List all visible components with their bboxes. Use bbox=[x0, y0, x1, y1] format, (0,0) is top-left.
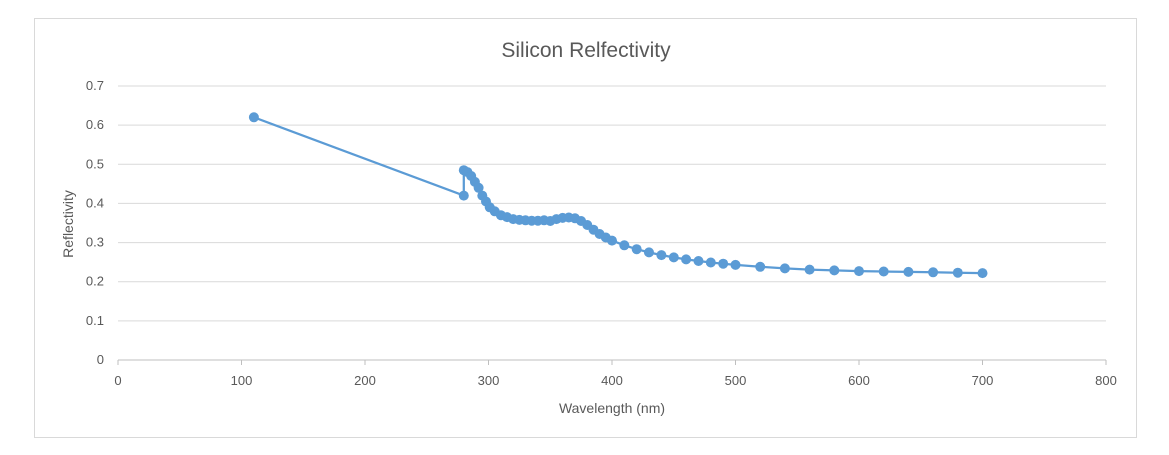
x-tick-label: 800 bbox=[1095, 373, 1117, 388]
data-point bbox=[656, 250, 667, 261]
data-point bbox=[730, 259, 741, 270]
x-axis-title: Wavelength (nm) bbox=[559, 400, 665, 416]
data-point bbox=[718, 258, 729, 269]
x-tick-label: 300 bbox=[478, 373, 500, 388]
data-point bbox=[473, 182, 484, 193]
y-tick-label: 0.5 bbox=[86, 156, 104, 171]
y-tick-label: 0 bbox=[97, 352, 104, 367]
data-point bbox=[631, 244, 642, 255]
x-tick-label: 0 bbox=[114, 373, 121, 388]
series-line bbox=[253, 116, 983, 275]
y-tick-label: 0.1 bbox=[86, 313, 104, 328]
data-point bbox=[607, 235, 617, 246]
data-point bbox=[668, 252, 679, 263]
data-point bbox=[804, 264, 815, 275]
y-axis-title: Reflectivity bbox=[60, 190, 76, 258]
data-point bbox=[952, 267, 963, 278]
data-point bbox=[248, 112, 259, 123]
data-point bbox=[693, 256, 704, 266]
x-tick-label: 700 bbox=[972, 373, 994, 388]
data-point bbox=[755, 261, 766, 272]
data-point bbox=[854, 266, 864, 277]
y-tick-label: 0.6 bbox=[86, 117, 104, 132]
data-point bbox=[928, 267, 939, 278]
tick-labels: 0 0.1 0.2 0.3 0.4 0.5 0.6 0.7 0 100 200 300 400 500 60… bbox=[86, 78, 1117, 388]
chart-title: Silicon Relfectivity bbox=[501, 39, 671, 62]
data-point bbox=[977, 268, 988, 279]
x-tick-label: 400 bbox=[601, 373, 623, 388]
y-tick-label: 0.4 bbox=[86, 195, 104, 210]
data-point bbox=[644, 247, 654, 258]
data-point bbox=[619, 240, 630, 251]
data-point bbox=[829, 265, 840, 276]
data-point bbox=[903, 266, 914, 277]
data-point bbox=[779, 263, 790, 274]
data-point bbox=[878, 266, 889, 277]
x-tick-label: 600 bbox=[848, 373, 870, 388]
data-point bbox=[681, 254, 692, 265]
gridlines bbox=[118, 85, 1106, 322]
y-tick-label: 0.7 bbox=[86, 78, 104, 93]
data-point bbox=[705, 257, 716, 268]
series-reflectivity bbox=[248, 112, 988, 279]
data-point bbox=[458, 190, 469, 201]
x-tick-label: 100 bbox=[231, 373, 253, 388]
x-tick-label: 200 bbox=[354, 373, 376, 388]
x-tick-label: 500 bbox=[725, 373, 747, 388]
y-tick-label: 0.2 bbox=[86, 274, 104, 289]
y-tick-label: 0.3 bbox=[86, 235, 104, 250]
axes bbox=[117, 359, 1107, 365]
